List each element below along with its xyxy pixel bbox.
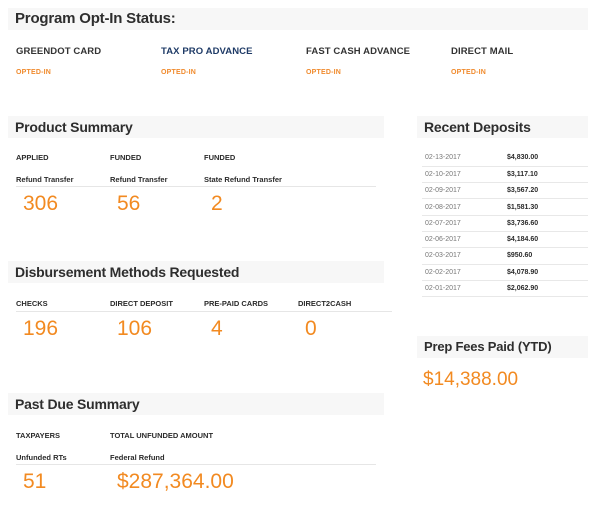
stat-prepaid-cards: PRE-PAID CARDS 4 <box>204 299 298 341</box>
deposit-amount: $3,567.20 <box>507 182 588 200</box>
opt-in-label: DIRECT MAIL <box>451 46 514 57</box>
opt-in-status: OPTED-IN <box>161 69 197 76</box>
deposit-date: 02-06-2017 <box>422 231 507 249</box>
stat-label: DIRECT DEPOSIT <box>110 299 204 312</box>
stat-funded-state-refund-transfer: FUNDED State Refund Transfer 2 <box>204 153 376 216</box>
stat-label: TOTAL UNFUNDED AMOUNT <box>110 431 214 440</box>
stat-direct2cash: DIRECT2CASH 0 <box>298 299 392 341</box>
table-row: 02-08-2017 $1,581.30 <box>422 198 588 216</box>
opt-in-label-link[interactable]: TAX PRO ADVANCE <box>161 46 253 57</box>
opt-in-direct-mail: DIRECT MAIL OPTED-IN <box>451 46 513 76</box>
stat-funded-refund-transfer: FUNDED Refund Transfer 56 <box>110 153 204 216</box>
deposit-amount: $2,062.90 <box>507 280 588 298</box>
stat-value: 0 <box>305 317 317 340</box>
deposit-date: 02-10-2017 <box>422 166 507 184</box>
table-row: 02-07-2017 $3,736.60 <box>422 215 588 232</box>
deposit-amount: $4,830.00 <box>507 150 588 167</box>
opt-in-greendot: GREENDOT CARD OPTED-IN <box>16 46 101 76</box>
stat-direct-deposit: DIRECT DEPOSIT 106 <box>110 299 204 341</box>
prep-fees-value: $14,388.00 <box>423 369 519 390</box>
stat-sublabel: Federal Refund <box>110 453 376 465</box>
stat-taxpayers-unfunded: TAXPAYERS Unfunded RTs 51 <box>16 431 110 494</box>
deposit-date: 02-13-2017 <box>422 150 507 167</box>
stat-value: 56 <box>117 192 141 215</box>
stat-checks: CHECKS 196 <box>16 299 110 341</box>
stat-applied-refund-transfer: APPLIED Refund Transfer 306 <box>16 153 110 216</box>
disbursement-header: Disbursement Methods Requested <box>8 261 384 283</box>
table-row: 02-02-2017 $4,078.90 <box>422 264 588 281</box>
deposit-date: 02-09-2017 <box>422 182 507 200</box>
stat-value: $287,364.00 <box>117 470 234 493</box>
opt-in-fast-cash-advance: FAST CASH ADVANCE OPTED-IN <box>306 46 410 76</box>
stat-sublabel: State Refund Transfer <box>204 175 376 187</box>
deposit-amount: $950.60 <box>507 247 588 265</box>
stat-label: APPLIED <box>16 153 49 162</box>
deposit-amount: $3,736.60 <box>507 215 588 232</box>
opt-in-tax-pro-advance[interactable]: TAX PRO ADVANCE OPTED-IN <box>161 46 253 76</box>
opt-in-status: OPTED-IN <box>306 69 342 76</box>
deposit-date: 02-07-2017 <box>422 215 507 232</box>
deposit-amount: $4,184.60 <box>507 231 588 249</box>
opt-in-status: OPTED-IN <box>451 69 487 76</box>
recent-deposits-table: 02-13-2017 $4,830.00 02-10-2017 $3,117.10 … <box>422 150 588 298</box>
stat-label: DIRECT2CASH <box>298 299 392 312</box>
program-opt-in-header: Program Opt-In Status: <box>8 8 588 30</box>
stat-label: FUNDED <box>110 153 142 162</box>
product-summary-header: Product Summary <box>8 116 384 138</box>
past-due-header: Past Due Summary <box>8 393 384 415</box>
table-row: 02-13-2017 $4,830.00 <box>422 150 588 167</box>
deposit-date: 02-03-2017 <box>422 247 507 265</box>
stat-label: CHECKS <box>16 299 110 312</box>
deposit-date: 02-08-2017 <box>422 198 507 216</box>
stat-value: 4 <box>211 317 223 340</box>
deposit-amount: $1,581.30 <box>507 198 588 216</box>
table-row: 02-10-2017 $3,117.10 <box>422 166 588 184</box>
prep-fees-header: Prep Fees Paid (YTD) <box>417 336 588 358</box>
stat-sublabel: Unfunded RTs <box>16 453 110 465</box>
stat-value: 196 <box>23 317 59 340</box>
opt-in-label: FAST CASH ADVANCE <box>306 46 411 57</box>
deposit-date: 02-02-2017 <box>422 264 507 281</box>
opt-in-label: GREENDOT CARD <box>16 46 102 57</box>
stat-sublabel: Refund Transfer <box>110 175 204 187</box>
table-row: 02-09-2017 $3,567.20 <box>422 182 588 200</box>
opt-in-status: OPTED-IN <box>16 69 52 76</box>
stat-label: FUNDED <box>204 153 236 162</box>
stat-value: 106 <box>117 317 153 340</box>
table-row: 02-03-2017 $950.60 <box>422 247 588 265</box>
table-row: 02-01-2017 $2,062.90 <box>422 280 588 298</box>
deposit-date: 02-01-2017 <box>422 280 507 298</box>
stat-label: PRE-PAID CARDS <box>204 299 298 312</box>
stat-value: 2 <box>211 192 223 215</box>
recent-deposits-header: Recent Deposits <box>417 116 588 138</box>
deposit-amount: $4,078.90 <box>507 264 588 281</box>
stat-value: 51 <box>23 470 47 493</box>
stat-value: 306 <box>23 192 59 215</box>
table-row: 02-06-2017 $4,184.60 <box>422 231 588 249</box>
deposit-amount: $3,117.10 <box>507 166 588 184</box>
stat-label: TAXPAYERS <box>16 431 61 440</box>
stat-sublabel: Refund Transfer <box>16 175 110 187</box>
stat-total-unfunded-amount: TOTAL UNFUNDED AMOUNT Federal Refund $28… <box>110 431 376 494</box>
